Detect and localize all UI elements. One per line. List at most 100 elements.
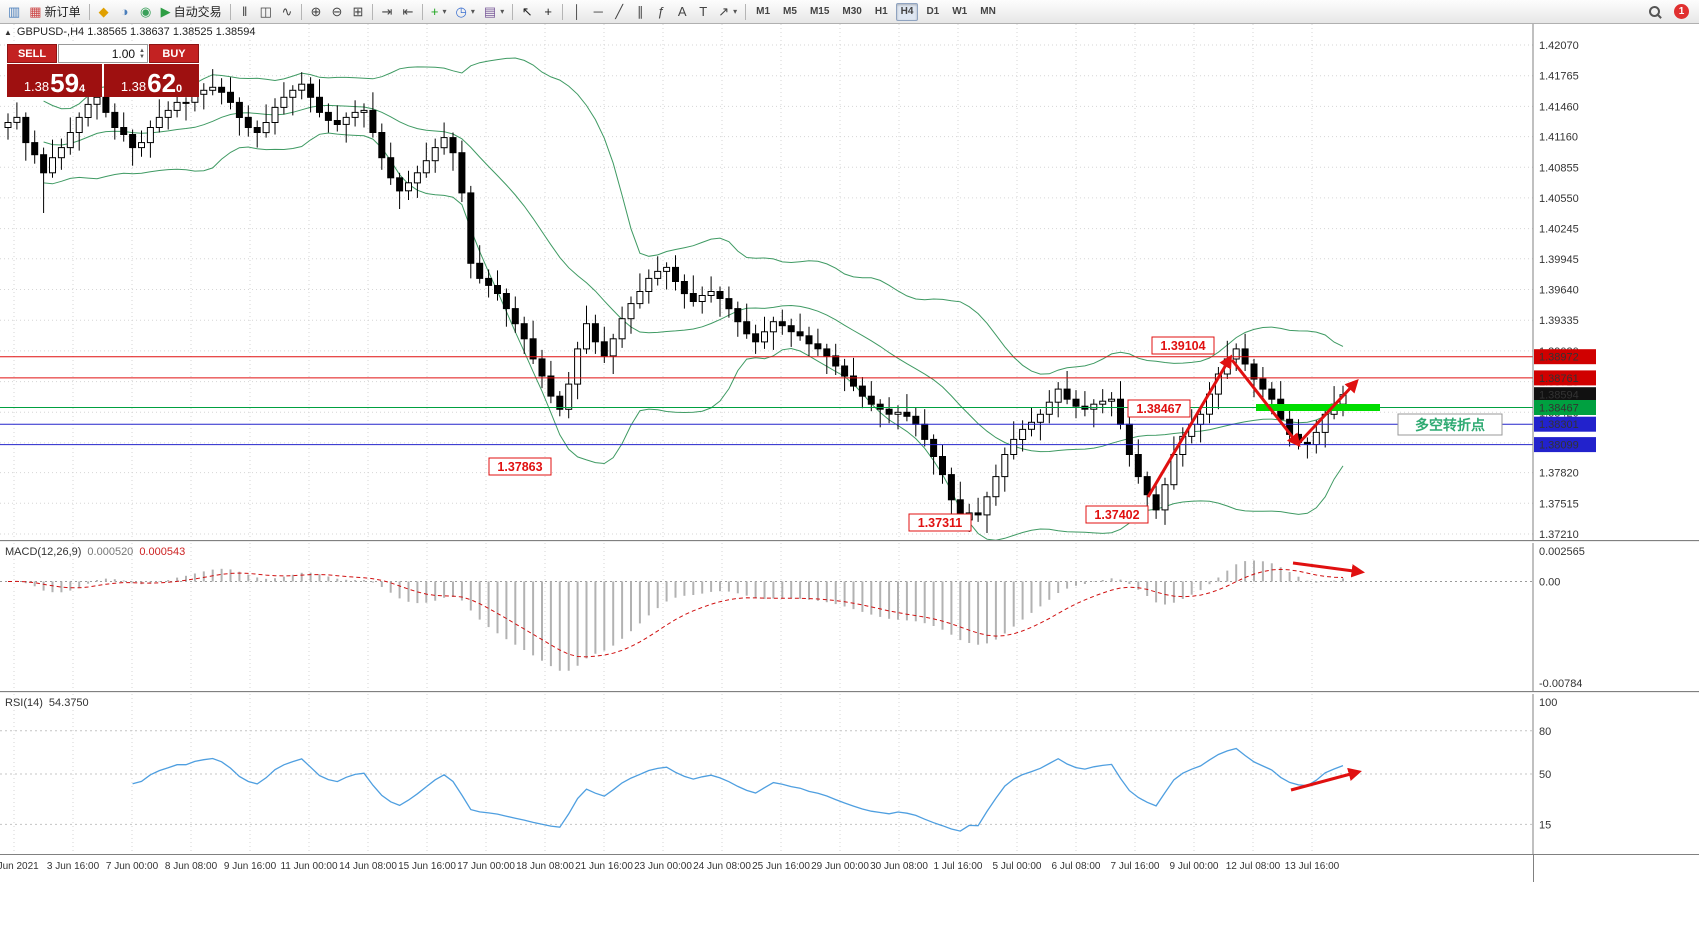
crosshair-tool-button[interactable]: + bbox=[538, 2, 558, 22]
time-axis-label: 8 Jun 08:00 bbox=[164, 861, 218, 872]
svg-text:1.38099: 1.38099 bbox=[1539, 440, 1579, 452]
pivot-point-label[interactable]: 多空转折点 bbox=[1397, 413, 1503, 436]
panel-separator[interactable] bbox=[0, 691, 1699, 694]
macd-chart-canvas[interactable]: 0.002565 0.00 -0.00784 bbox=[0, 543, 1699, 691]
toolbar-separator bbox=[562, 3, 564, 20]
price-annotation[interactable]: 1.38467 bbox=[1127, 399, 1191, 418]
buy-price-display[interactable]: 1.38 62 0 bbox=[104, 64, 199, 97]
panel-separator[interactable] bbox=[0, 540, 1699, 543]
rsi-chart-canvas[interactable]: 100 80 50 15 bbox=[0, 694, 1699, 854]
timeframe-button-d1[interactable]: D1 bbox=[921, 3, 944, 21]
hline-tool-button[interactable]: ─ bbox=[588, 2, 608, 22]
volume-stepper[interactable]: ▲ ▼ bbox=[139, 48, 145, 60]
data-window-icon: ◑ bbox=[120, 4, 129, 19]
support-zone-band[interactable] bbox=[1256, 404, 1380, 411]
toolbar-separator bbox=[421, 3, 423, 20]
chevron-down-icon: ▾ bbox=[470, 7, 475, 16]
svg-text:1.38467: 1.38467 bbox=[1539, 403, 1579, 415]
chart-ohlc-info: GBPUSD-,H4 1.38565 1.38637 1.38525 1.385… bbox=[16, 26, 256, 38]
tile-windows-button[interactable]: ⊞ bbox=[348, 2, 368, 22]
toolbar-right-group: 1 bbox=[1644, 2, 1695, 22]
vline-tool-button[interactable]: │ bbox=[567, 2, 587, 22]
new-order-button[interactable]: ▦ 新订单 bbox=[25, 2, 84, 22]
label-tool-button[interactable]: T bbox=[693, 2, 713, 22]
notification-badge[interactable]: 1 bbox=[1674, 4, 1689, 19]
buy-button[interactable]: BUY bbox=[149, 44, 199, 63]
timeframe-button-m30[interactable]: M30 bbox=[837, 3, 866, 21]
time-axis-label: 14 Jun 08:00 bbox=[339, 861, 397, 872]
price-annotation[interactable]: 1.37311 bbox=[908, 513, 972, 532]
stepper-up-icon[interactable]: ▲ bbox=[139, 47, 145, 54]
cursor-tool-icon: ↖ bbox=[521, 3, 533, 19]
sell-button[interactable]: SELL bbox=[7, 44, 57, 63]
fibonacci-tool-button[interactable]: ƒ bbox=[651, 2, 671, 22]
zoom-in-button[interactable]: ⊕ bbox=[306, 2, 326, 22]
rsi-scale-label: 80 bbox=[1539, 726, 1551, 738]
price-chart-canvas[interactable]: 1.42070 1.41765 1.41460 1.41160 1.40855 1.405… bbox=[0, 24, 1699, 540]
zoom-in-icon: ⊕ bbox=[310, 3, 322, 19]
macd-scale-label: -0.00784 bbox=[1539, 678, 1582, 690]
auto-scroll-icon: ⇥ bbox=[381, 3, 393, 19]
trend-arrow[interactable] bbox=[1290, 767, 1362, 792]
period-selector-button[interactable]: ◷ ▾ bbox=[452, 2, 479, 22]
svg-text:1.38467: 1.38467 bbox=[1136, 402, 1181, 416]
quote-panel-toggle-icon[interactable]: ▲ bbox=[4, 27, 12, 37]
time-axis-label: 15 Jun 16:00 bbox=[398, 861, 456, 872]
time-axis-label: 13 Jul 16:00 bbox=[1284, 861, 1340, 872]
text-tool-button[interactable]: A bbox=[672, 2, 692, 22]
chevron-down-icon: ▾ bbox=[500, 7, 505, 16]
timeframe-button-m5[interactable]: M5 bbox=[778, 3, 802, 21]
data-window-button[interactable]: ◑ bbox=[115, 2, 135, 22]
trend-arrow[interactable] bbox=[1292, 561, 1366, 578]
trend-arrow[interactable] bbox=[1146, 354, 1233, 498]
add-indicator-button[interactable]: + ▾ bbox=[427, 2, 451, 22]
price-annotation[interactable]: 1.37402 bbox=[1085, 505, 1149, 524]
chevron-down-icon: ▾ bbox=[442, 7, 447, 16]
timeframe-button-h1[interactable]: H1 bbox=[870, 3, 893, 21]
arrows-tool-button[interactable]: ↗ ▾ bbox=[714, 2, 741, 22]
charts-window-button[interactable]: ▥ bbox=[4, 2, 24, 22]
candles-chart-button[interactable]: ◫ bbox=[256, 2, 276, 22]
bars-chart-button[interactable]: ‖ bbox=[235, 2, 255, 22]
price-axis-label: 1.41160 bbox=[1539, 132, 1578, 144]
macd-label: MACD(12,26,9) 0.000520 0.000543 bbox=[5, 546, 186, 558]
price-badge: 1.38301 bbox=[1534, 416, 1596, 432]
period-selector-icon: ◷ bbox=[455, 3, 467, 19]
price-annotation[interactable]: 1.37863 bbox=[488, 457, 552, 476]
time-axis-label: 12 Jul 08:00 bbox=[1225, 861, 1281, 872]
time-axis[interactable]: 3 Jun 2021 3 Jun 16:00 7 Jun 00:00 8 Jun 08… bbox=[0, 854, 1699, 882]
cursor-tool-button[interactable]: ↖ bbox=[517, 2, 537, 22]
line-chart-button[interactable]: ∿ bbox=[277, 2, 297, 22]
price-axis-label: 1.40855 bbox=[1539, 162, 1579, 174]
autotrading-button[interactable]: ▶ 自动交易 bbox=[157, 2, 226, 22]
rsi-label: RSI(14) 54.3750 bbox=[5, 697, 89, 709]
navigator-button[interactable]: ◉ bbox=[136, 2, 156, 22]
trend-arrow[interactable] bbox=[1230, 359, 1301, 448]
trendline-tool-button[interactable]: ╱ bbox=[609, 2, 629, 22]
channel-tool-button[interactable]: ∥ bbox=[630, 2, 650, 22]
toolbar-separator bbox=[229, 3, 231, 20]
timeframe-button-w1[interactable]: W1 bbox=[947, 3, 972, 21]
template-button[interactable]: ▤ ▾ bbox=[480, 2, 508, 22]
timeframe-button-m1[interactable]: M1 bbox=[751, 3, 775, 21]
volume-value[interactable]: 1.00 bbox=[111, 46, 136, 61]
sell-price-display[interactable]: 1.38 59 4 bbox=[7, 64, 102, 97]
stepper-down-icon[interactable]: ▼ bbox=[139, 53, 145, 60]
chart-shift-button[interactable]: ⇤ bbox=[398, 2, 418, 22]
toolbar-separator bbox=[300, 3, 302, 20]
timeframe-button-h4[interactable]: H4 bbox=[895, 2, 919, 21]
zoom-out-icon: ⊖ bbox=[331, 3, 343, 19]
trend-arrow[interactable] bbox=[1296, 379, 1359, 446]
price-badge: 1.38761 bbox=[1534, 370, 1596, 386]
timeframe-button-m15[interactable]: M15 bbox=[805, 3, 834, 21]
auto-scroll-button[interactable]: ⇥ bbox=[377, 2, 397, 22]
time-axis-label: 29 Jun 00:00 bbox=[811, 861, 869, 872]
volume-field[interactable]: 1.00 ▲ ▼ bbox=[58, 44, 148, 63]
zoom-out-button[interactable]: ⊖ bbox=[327, 2, 347, 22]
toolbar: ▥ ▦ 新订单 ◆ ◑ ◉ ▶ 自动交易 ‖ ◫ ∿ ⊕ ⊖ ⊞ ⇥ ⇤ + ▾ ◷ ▾ ▤ ▾ ↖ + │ ─ ╱ ∥ ƒ A T ↗ ▾ M1… bbox=[0, 0, 1699, 24]
price-badge: 1.38099 bbox=[1534, 437, 1596, 453]
timeframe-button-mn[interactable]: MN bbox=[975, 3, 1001, 21]
search-button[interactable] bbox=[1644, 2, 1666, 22]
market-watch-button[interactable]: ◆ bbox=[94, 2, 114, 22]
price-annotation[interactable]: 1.39104 bbox=[1151, 336, 1215, 355]
